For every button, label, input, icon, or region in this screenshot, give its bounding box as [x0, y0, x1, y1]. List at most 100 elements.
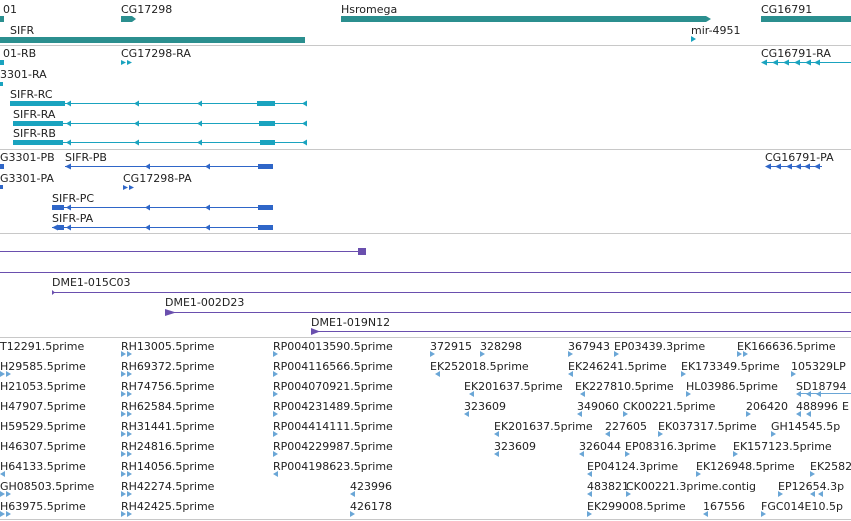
track-divider	[0, 149, 851, 150]
track-divider	[0, 337, 851, 338]
protein-label-cg16791-pa: CG16791-PA	[765, 151, 834, 164]
transcript-label-cg16791-ra: CG16791-RA	[761, 47, 831, 60]
clone-bar-unnamed[interactable]	[0, 248, 366, 255]
est-label: EP04124.3prime	[587, 460, 679, 473]
est-label: 426178	[350, 500, 392, 513]
est-label: RP004198623.5prime	[273, 460, 393, 473]
est-label: EK126948.5prime	[696, 460, 795, 473]
transcript-bar-01-rb[interactable]	[0, 60, 4, 65]
est-label: RH13005.5prime	[121, 340, 215, 353]
gene-label-mir-4951: mir-4951	[691, 24, 741, 37]
est-label: RP004414111.5prime	[273, 420, 393, 433]
clone-label-dme1-015c03: DME1-015C03	[52, 276, 131, 289]
est-label: HL03986.5prime	[686, 380, 778, 393]
est-label: RH42425.5prime	[121, 500, 215, 513]
track-divider	[0, 45, 851, 46]
protein-label-sifr-pc: SIFR-PC	[52, 192, 95, 205]
gene-bar-cg16791[interactable]	[761, 16, 851, 22]
protein-label-sifr-pa: SIFR-PA	[52, 212, 94, 225]
gene-label-hsromega: Hsromega	[341, 3, 398, 16]
est-feature-markers[interactable]	[0, 351, 851, 517]
est-label: H64133.5prime	[0, 460, 86, 473]
transcript-bar-sifr-ra[interactable]	[13, 120, 307, 127]
est-label: RH74756.5prime	[121, 380, 215, 393]
est-label: 372915	[430, 340, 472, 353]
clone-bar-upper[interactable]	[0, 272, 851, 273]
gene-label-cg17298: CG17298	[121, 3, 173, 16]
protein-bar-sifr-pc[interactable]	[52, 204, 273, 211]
est-label: EK201637.5prime	[464, 380, 563, 393]
protein-label-sifr-pb: SIFR-PB	[65, 151, 107, 164]
transcript-bar-3301-ra[interactable]	[0, 82, 3, 86]
track-divider	[0, 519, 851, 520]
est-label: EK037317.5prime	[658, 420, 757, 433]
protein-bar-g3301-pb[interactable]	[0, 164, 4, 169]
est-label: 167556	[703, 500, 745, 513]
est-label: EP03439.3prime	[614, 340, 706, 353]
est-label: RP004116566.5prime	[273, 360, 393, 373]
protein-label-cg17298-pa: CG17298-PA	[123, 172, 192, 185]
est-label: EK227810.5prime	[575, 380, 674, 393]
protein-bar-cg16791-pa[interactable]	[765, 163, 822, 170]
protein-bar-sifr-pb[interactable]	[65, 163, 273, 170]
est-label: E	[842, 400, 849, 413]
est-label: H59529.5prime	[0, 420, 86, 433]
transcript-label-sifr-rc: SIFR-RC	[10, 88, 53, 101]
est-label: 323609	[494, 440, 536, 453]
est-label: T12291.5prime	[0, 340, 85, 353]
gene-arrow-hsromega	[706, 16, 711, 22]
est-label: EK252018.5prime	[430, 360, 529, 373]
est-label: RP004013590.5prime	[273, 340, 393, 353]
protein-label-g3301-pa: G3301-PA	[0, 172, 54, 185]
gene-bar-01[interactable]	[0, 16, 4, 22]
gene-bar-hsromega[interactable]	[341, 16, 706, 22]
est-label: SD18794	[796, 380, 847, 393]
est-label: EK246241.5prime	[568, 360, 667, 373]
transcript-bar-sifr-rc[interactable]	[10, 100, 307, 107]
est-label: EK299008.5prime	[587, 500, 686, 513]
protein-bar-g3301-pa[interactable]	[0, 185, 3, 189]
transcript-bar-cg17298-ra[interactable]	[121, 60, 132, 65]
est-label: 328298	[480, 340, 522, 353]
est-label: GH14545.5p	[771, 420, 841, 433]
est-label: EK157123.5prime	[733, 440, 832, 453]
est-label: RH62584.5prime	[121, 400, 215, 413]
protein-bar-cg17298-pa[interactable]	[123, 185, 134, 190]
est-label: 326044	[579, 440, 621, 453]
est-label: H21053.5prime	[0, 380, 86, 393]
est-label: H47907.5prime	[0, 400, 86, 413]
clone-bar-dme1-002d23[interactable]	[165, 309, 851, 316]
transcript-bar-sifr-rb[interactable]	[13, 139, 307, 146]
est-label: EK201637.5prime	[494, 420, 593, 433]
gene-label-sifr: SIFR	[10, 24, 35, 37]
clone-bar-dme1-015c03[interactable]	[52, 290, 851, 295]
gene-bar-cg17298[interactable]	[121, 16, 132, 22]
protein-bar-sifr-pa[interactable]	[52, 224, 273, 231]
gene-label-cg16791: CG16791	[761, 3, 813, 16]
transcript-bar-cg16791-ra[interactable]	[761, 59, 851, 66]
est-label: 349060	[577, 400, 619, 413]
est-label: EK166636.5prime	[737, 340, 836, 353]
gene-bar-sifr[interactable]	[0, 37, 305, 43]
est-label: H63975.5prime	[0, 500, 86, 513]
gene-label-01: 01	[3, 3, 17, 16]
est-label: EK173349.5prime	[681, 360, 780, 373]
est-label: H46307.5prime	[0, 440, 86, 453]
est-label: FGC014E10.5p	[761, 500, 843, 513]
est-label: RH31441.5prime	[121, 420, 215, 433]
gene-arrow-mir-4951[interactable]	[691, 36, 696, 42]
clone-bar-dme1-019n12[interactable]	[311, 328, 851, 335]
est-label: RP004070921.5prime	[273, 380, 393, 393]
est-label: 423996	[350, 480, 392, 493]
est-label: RH24816.5prime	[121, 440, 215, 453]
clone-label-dme1-019n12: DME1-019N12	[311, 316, 391, 329]
transcript-label-sifr-rb: SIFR-RB	[13, 127, 56, 140]
track-divider	[0, 233, 851, 234]
gene-arrow-cg17298	[132, 16, 136, 22]
transcript-label-sifr-ra: SIFR-RA	[13, 108, 56, 121]
